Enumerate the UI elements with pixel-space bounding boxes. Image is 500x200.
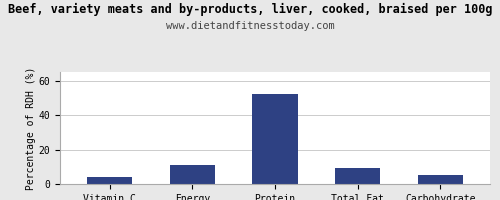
Bar <box>418 175 463 184</box>
Bar <box>335 168 380 184</box>
Text: Beef, variety meats and by-products, liver, cooked, braised per 100g: Beef, variety meats and by-products, liv… <box>8 3 492 16</box>
Text: www.dietandfitnesstoday.com: www.dietandfitnesstoday.com <box>166 21 334 31</box>
Bar <box>87 177 132 184</box>
Bar <box>252 94 298 184</box>
Y-axis label: Percentage of RDH (%): Percentage of RDH (%) <box>26 66 36 190</box>
Bar <box>170 165 215 184</box>
